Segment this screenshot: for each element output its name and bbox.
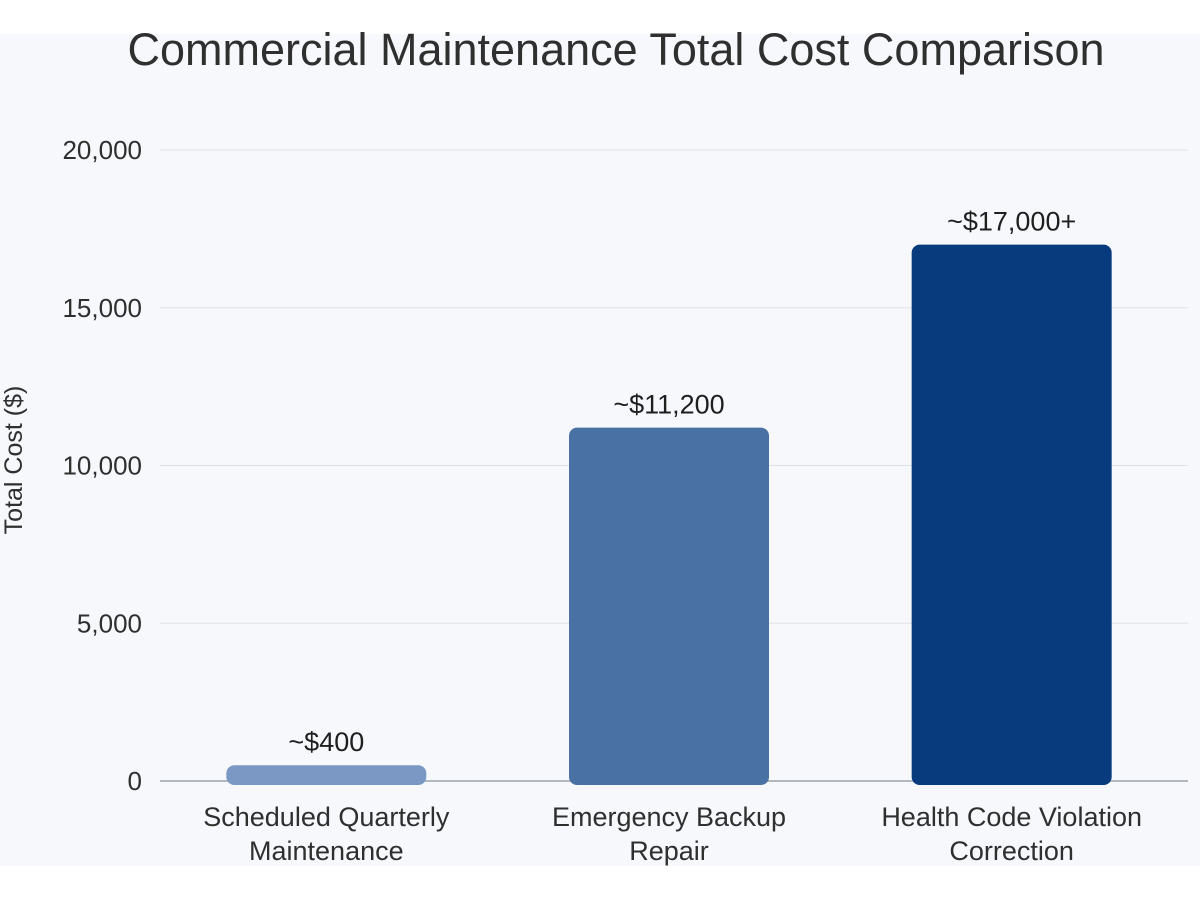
data-label: ~$400 — [288, 727, 364, 757]
bar — [569, 427, 769, 785]
x-category-label: Correction — [949, 836, 1074, 866]
bar — [226, 765, 427, 785]
bars — [226, 244, 1112, 785]
x-category-label: Emergency Backup — [552, 802, 786, 832]
y-tick-label: 0 — [128, 766, 142, 796]
bar — [911, 244, 1112, 785]
data-labels: ~$400 ~$11,200 ~$17,000+ — [288, 207, 1076, 758]
x-category-label: Maintenance — [249, 836, 404, 866]
x-category-label: Scheduled Quarterly — [203, 802, 450, 832]
x-axis-categories: Scheduled Quarterly Maintenance Emergency … — [203, 802, 1142, 866]
y-tick-label: 15,000 — [62, 293, 142, 323]
y-tick-label: 20,000 — [62, 135, 142, 165]
data-label: ~$11,200 — [613, 390, 724, 420]
x-category-label: Health Code Violation — [881, 802, 1142, 832]
y-tick-label: 10,000 — [62, 451, 142, 481]
y-tick-label: 5,000 — [77, 608, 142, 638]
y-axis-title: Total Cost ($) — [0, 386, 28, 535]
x-category-label: Repair — [629, 836, 709, 866]
y-axis-ticks: 0 5,000 10,000 15,000 20,000 — [62, 135, 142, 796]
data-label: ~$17,000+ — [947, 207, 1076, 237]
chart-title: Commercial Maintenance Total Cost Compar… — [127, 24, 1105, 75]
